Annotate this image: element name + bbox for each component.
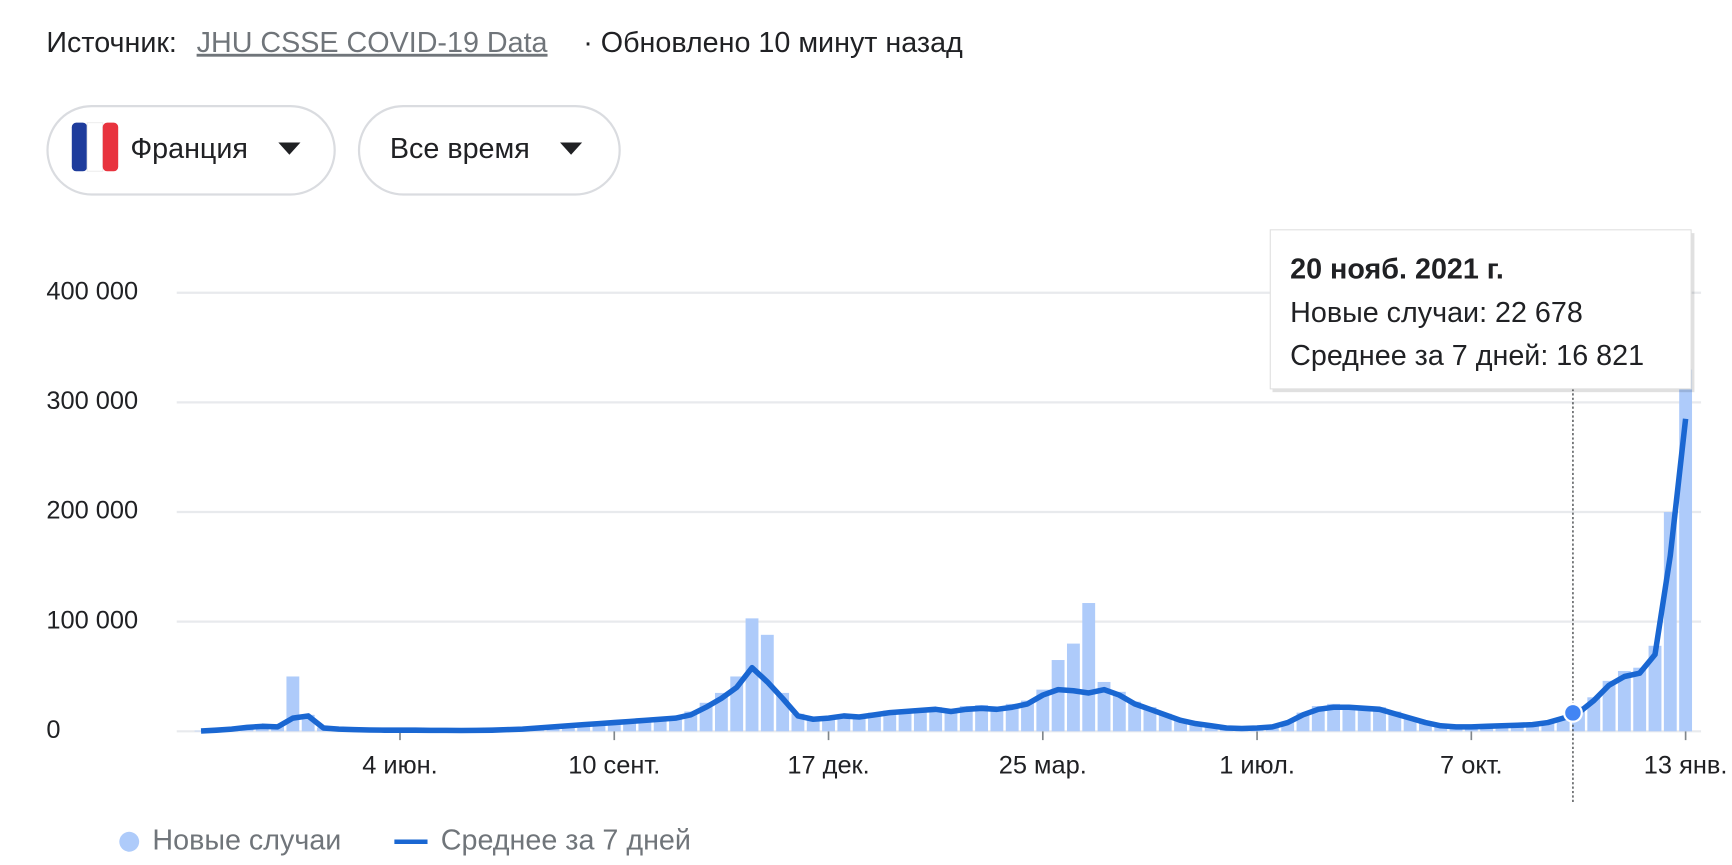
tooltip: 20 нояб. 2021 г. Новые случаи: 22 678 Сред…: [1269, 229, 1695, 802]
bar: [1633, 667, 1647, 732]
bar: [577, 724, 591, 732]
dropdown-frame[interactable]: [357, 104, 621, 196]
period-label[interactable]: Все время: [390, 133, 530, 165]
bar: [1005, 703, 1019, 732]
tooltip-value: 22 678: [1495, 296, 1583, 328]
tooltip-value: 16 821: [1556, 339, 1644, 371]
flag-blue: [71, 122, 88, 172]
bar: [1066, 643, 1080, 732]
source-label: Источник:: [46, 27, 177, 59]
dropdown-arrow: [278, 142, 301, 155]
bar: [745, 618, 759, 732]
bar: [898, 709, 912, 732]
bar: [1357, 706, 1371, 732]
x-tick-label: 7 окт.: [1440, 751, 1503, 779]
x-tick-label: 17 дек.: [787, 751, 869, 779]
country-dropdown[interactable]: Франция: [46, 104, 336, 196]
tooltip-row: Новые случаи: 22 678: [1290, 296, 1583, 328]
legend-swatch: [119, 831, 140, 852]
y-tick-label: 200 000: [46, 497, 138, 525]
period-dropdown[interactable]: Все время: [357, 104, 621, 196]
bar: [929, 707, 943, 732]
x-tick-label: 4 июн.: [362, 751, 437, 779]
bar: [623, 720, 636, 732]
legend-label: Среднее за 7 дней: [441, 824, 691, 856]
bar: [1510, 724, 1524, 732]
bar: [607, 721, 621, 732]
legend-label: Новые случаи: [152, 824, 341, 856]
bar: [1189, 722, 1203, 732]
bar: [1602, 680, 1616, 732]
x-tick-label: 10 сент.: [568, 751, 660, 779]
bar: [1112, 691, 1126, 732]
bar: [944, 710, 958, 732]
y-tick-label: 0: [46, 716, 60, 744]
tooltip-row: Среднее за 7 дней: 16 821: [1290, 339, 1644, 371]
y-tick-label: 100 000: [46, 606, 138, 634]
bar: [1373, 707, 1386, 732]
x-tick-label: 13 янв.: [1644, 751, 1728, 779]
dropdown-arrow: [560, 142, 583, 155]
bar: [990, 707, 1004, 732]
hover-point: [1562, 702, 1583, 723]
average-line: [200, 418, 1689, 734]
bar: [1342, 704, 1356, 732]
bar: [1648, 645, 1662, 732]
tooltip-title: 20 нояб. 2021 г.: [1290, 253, 1504, 285]
bar: [1541, 721, 1555, 732]
flag-red: [102, 122, 119, 172]
plot: 0 100 000 200 000 300 000 400 000 4 июн. 10 се…: [46, 277, 1727, 856]
bar: [975, 704, 989, 732]
bar: [913, 708, 927, 732]
bar: [1051, 660, 1065, 732]
bar: [1327, 703, 1341, 732]
bar: [1281, 721, 1295, 732]
bar: [1021, 700, 1034, 732]
y-tick-label: 400 000: [46, 277, 138, 305]
bar: [1526, 724, 1539, 732]
bar: [1128, 701, 1142, 732]
x-tick-label: 1 июл.: [1219, 751, 1295, 779]
bar: [852, 715, 866, 732]
bar: [592, 723, 606, 732]
country-label[interactable]: Франция: [130, 133, 248, 165]
bar: [1082, 603, 1096, 732]
tooltip-label: Новые случаи:: [1290, 296, 1487, 328]
x-tick-label: 25 мар.: [999, 751, 1087, 779]
bar: [1097, 681, 1111, 732]
bar: [194, 730, 208, 732]
bar: [1617, 670, 1631, 732]
bar: [1418, 721, 1432, 732]
tooltip-box: [1269, 229, 1692, 390]
source-link[interactable]: JHU CSSE COVID-19 Data: [197, 27, 548, 59]
tooltip-label: Среднее за 7 дней:: [1290, 339, 1548, 371]
y-tick-label: 300 000: [46, 387, 138, 415]
flag-white: [86, 122, 104, 172]
updated-text: · Обновлено 10 минут назад: [583, 27, 963, 59]
dropdown-frame[interactable]: [46, 104, 336, 196]
